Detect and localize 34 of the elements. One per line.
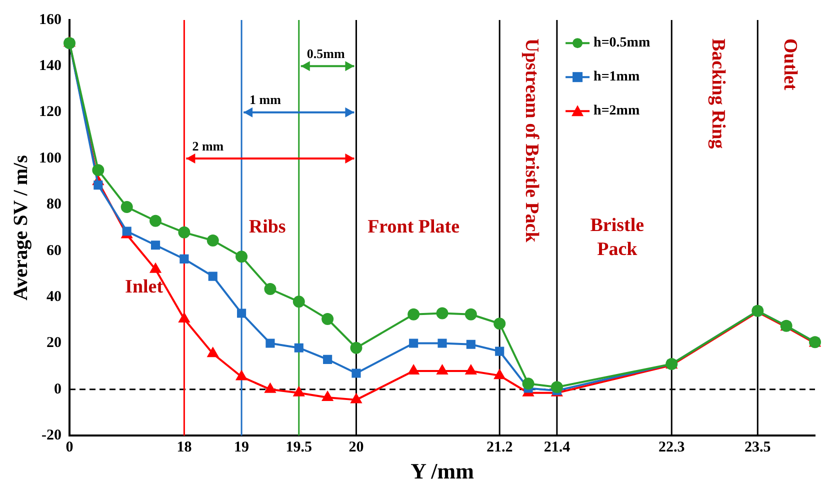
legend-label: h=1mm bbox=[594, 70, 640, 85]
annotation: Front Plate bbox=[368, 216, 460, 238]
y-tick-label: 60 bbox=[46, 242, 62, 259]
x-tick-label: 18 bbox=[176, 439, 192, 456]
x-tick-label: 19.5 bbox=[286, 439, 312, 456]
y-tick-label: 100 bbox=[39, 150, 62, 166]
y-tick-label: 160 bbox=[39, 12, 62, 28]
y-axis-title: Average SV / m/s bbox=[10, 154, 32, 300]
x-tick-label: 21.4 bbox=[544, 439, 571, 456]
x-tick-label: 20 bbox=[348, 439, 364, 456]
y-tick-label: 40 bbox=[46, 288, 62, 305]
y-tick-label: 20 bbox=[46, 335, 62, 352]
x-tick-label: 21.2 bbox=[486, 439, 513, 456]
x-tick-label: 22.3 bbox=[658, 439, 685, 456]
annotation: 0.5mm bbox=[306, 46, 345, 62]
y-tick-label: 140 bbox=[39, 58, 62, 74]
annotation: Inlet bbox=[125, 276, 164, 298]
annotation: Bristle Pack bbox=[590, 214, 644, 260]
x-tick-label: 23.5 bbox=[744, 439, 771, 456]
annotation: 1 mm bbox=[250, 92, 282, 108]
legend-label: h=0.5mm bbox=[594, 36, 650, 51]
x-axis-title: Y /mm bbox=[410, 458, 474, 484]
annotation: 2 mm bbox=[192, 138, 224, 154]
annotation: Outlet bbox=[779, 38, 800, 91]
annotation: Backing Ring bbox=[708, 38, 729, 150]
y-tick-label: -20 bbox=[42, 427, 62, 444]
annotation: Upstream of Bristle Pack bbox=[521, 38, 542, 243]
x-tick-label: 19 bbox=[234, 439, 250, 456]
y-tick-label: 120 bbox=[39, 104, 62, 120]
x-tick-label: 0 bbox=[66, 439, 74, 456]
y-tick-label: 80 bbox=[46, 196, 62, 213]
legend-label: h=2mm bbox=[594, 104, 640, 119]
y-tick-label: 0 bbox=[54, 381, 62, 398]
annotation: Ribs bbox=[248, 216, 286, 238]
